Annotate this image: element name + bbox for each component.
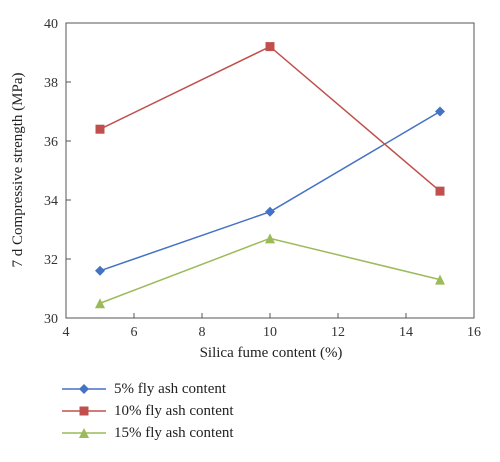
series-layer: [95, 42, 445, 309]
y-tick-label: 34: [44, 194, 58, 209]
legend-item-series-3: 15% fly ash content: [62, 422, 234, 444]
legend-item-series-2: 10% fly ash content: [62, 400, 234, 422]
axes: 4 6 8 10 12 14 16 30 32 34 36 38 40: [44, 17, 481, 340]
series-2: [95, 42, 445, 196]
series-line: [99, 45, 441, 192]
legend-label: 10% fly ash content: [114, 402, 234, 419]
legend-swatch-square-icon: [62, 406, 106, 416]
x-tick-label: 14: [399, 325, 413, 340]
series-line: [99, 110, 441, 272]
x-tick-label: 16: [467, 325, 481, 340]
series-3: [95, 233, 445, 309]
y-axis-title: 7 d Compressive strength (MPa): [10, 73, 26, 268]
y-tick-label: 32: [44, 253, 58, 268]
legend-swatch-triangle-icon: [62, 428, 106, 438]
series-line: [99, 237, 441, 304]
series-1: [95, 106, 445, 276]
data-point-triangle: [435, 274, 445, 285]
data-point-triangle: [265, 233, 275, 244]
legend-label: 5% fly ash content: [114, 380, 227, 397]
y-tick-label: 30: [44, 312, 58, 327]
y-tick-label: 38: [44, 76, 58, 91]
legend: 5% fly ash content 10% fly ash content 1…: [62, 378, 234, 444]
data-point-diamond: [95, 265, 105, 276]
y-tick-label: 36: [44, 135, 58, 150]
legend-item-series-1: 5% fly ash content: [62, 378, 234, 400]
data-point-square: [265, 42, 275, 52]
legend-swatch-diamond-icon: [62, 384, 106, 394]
x-tick-label: 10: [263, 325, 277, 340]
data-point-triangle: [95, 298, 105, 309]
data-point-square: [435, 186, 445, 196]
data-point-diamond: [435, 106, 445, 117]
x-tick-label: 8: [199, 325, 206, 340]
x-tick-label: 6: [131, 325, 138, 340]
data-point-square: [95, 124, 105, 134]
data-point-diamond: [265, 206, 275, 217]
legend-label: 15% fly ash content: [114, 424, 234, 441]
x-axis-title: Silica fume content (%): [200, 345, 343, 361]
x-tick-label: 4: [63, 325, 70, 340]
x-tick-label: 12: [331, 325, 345, 340]
y-tick-label: 40: [44, 17, 58, 32]
